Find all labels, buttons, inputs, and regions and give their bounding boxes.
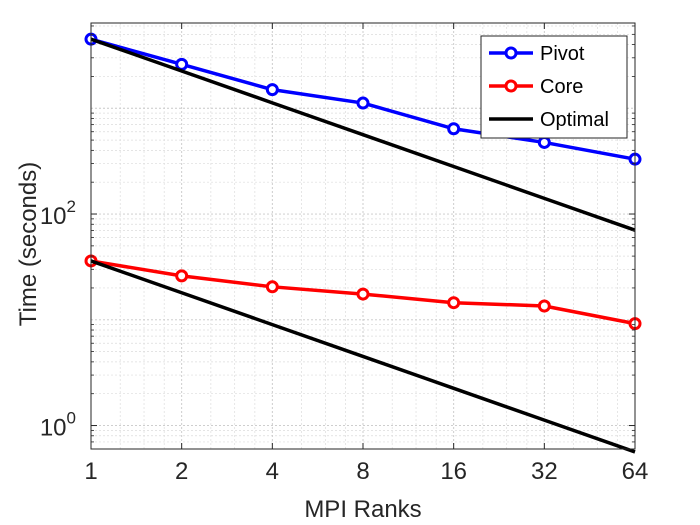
x-tick-label: 8 (356, 458, 369, 485)
legend-label-pivot: Pivot (540, 43, 585, 65)
series-layer (84, 32, 642, 454)
x-axis-title: MPI Ranks (304, 496, 421, 523)
legend-marker-core (504, 79, 518, 93)
data-point-pivot (447, 122, 461, 136)
series-line-optimal-2 (90, 259, 636, 454)
data-point-core (265, 280, 279, 294)
x-tick-label: 64 (622, 458, 649, 485)
data-point-pivot (175, 57, 189, 71)
x-tick-label: 1 (84, 458, 97, 485)
legend-label-core: Core (540, 76, 583, 98)
x-tick-label: 2 (175, 458, 188, 485)
x-tick-label: 4 (266, 458, 279, 485)
legend: Pivot Core Optimal (480, 35, 628, 139)
y-tick-label: 100 (40, 409, 76, 442)
y-tick-label: 102 (40, 197, 76, 230)
data-point-core (537, 299, 551, 313)
axes-layer: 1 2 4 8 16 32 64 100 102 (40, 22, 649, 485)
data-point-pivot (356, 96, 370, 110)
data-point-core (447, 296, 461, 310)
data-point-pivot (265, 83, 279, 97)
legend-label-optimal: Optimal (540, 109, 609, 131)
x-tick-label: 16 (440, 458, 467, 485)
x-tick-label: 32 (531, 458, 558, 485)
legend-marker-pivot (504, 46, 518, 60)
series-line-optimal (90, 37, 636, 232)
data-point-core (356, 287, 370, 301)
data-point-core (175, 269, 189, 283)
y-axis-title: Time (seconds) (15, 162, 42, 326)
data-point-pivot (537, 135, 551, 149)
